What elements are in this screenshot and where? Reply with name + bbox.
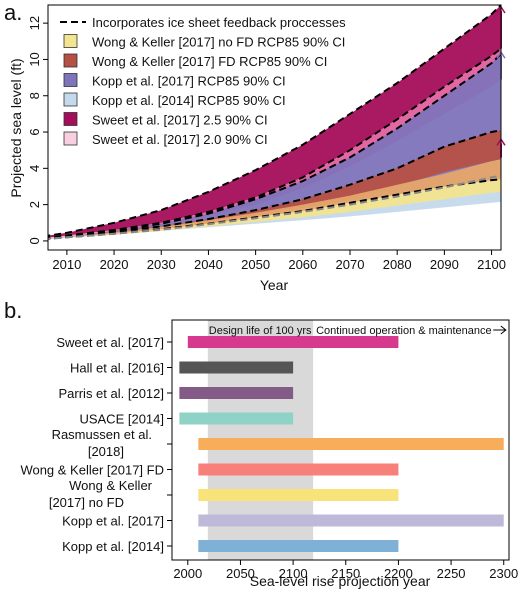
- x-tick-label-a-2: 2030: [147, 257, 176, 272]
- category-label-7: Kopp et al. [2017]: [62, 514, 164, 529]
- x-tick-label-b-4: 2200: [384, 566, 413, 581]
- panel-a-y-axis-label: Projected sea level (ft): [8, 58, 24, 197]
- panel-b-x-axis-label: Sea-level rise projection year: [250, 573, 431, 589]
- category-label-4-line1: Rasmussen et al.: [52, 427, 152, 442]
- y-tick-label-a-6: 12: [27, 16, 42, 30]
- category-label-0: Sweet et al. [2017]: [56, 335, 164, 350]
- legend-swatch-4: [63, 92, 78, 107]
- category-label-1: Hall et al. [2016]: [70, 361, 164, 376]
- panel-a-feedback-lines: [48, 5, 501, 240]
- feedback-line-2: [48, 53, 501, 240]
- x-tick-label-a-8: 2090: [430, 257, 459, 272]
- category-label-2: Parris et al. [2012]: [59, 386, 165, 401]
- legend-swatch-5: [63, 112, 78, 126]
- bar-1: [179, 361, 294, 374]
- bar-3: [179, 412, 294, 425]
- bar-2: [179, 387, 294, 399]
- y-tick-label-a-2: 4: [27, 165, 42, 172]
- x-tick-label-a-9: 2100: [477, 257, 506, 272]
- panel-a-x-ticks: 2010 2020 2030 2040 2050 2060 2070 2080 2090 2100: [52, 250, 506, 272]
- panel-a-legend: Incorporates ice sheet feedback proccess…: [60, 15, 346, 147]
- legend-swatch-2: [63, 53, 78, 68]
- x-tick-label-a-1: 2020: [100, 257, 129, 272]
- legend-label-4: Kopp et al. [2014] RCP85 90% CI: [92, 93, 286, 108]
- band-4: [48, 177, 501, 239]
- bar-0: [187, 336, 399, 348]
- category-label-6-line1: Wong & Keller: [69, 478, 153, 493]
- x-tick-label-a-5: 2060: [288, 257, 317, 272]
- panel-b-bars: [179, 336, 504, 552]
- panel-a-x-axis-label: Year: [260, 277, 289, 293]
- x-tick-label-b-3: 2150: [331, 566, 360, 581]
- panel-a-bands: [48, 5, 501, 239]
- x-tick-label-a-0: 2010: [52, 257, 81, 272]
- continued-arrow-head: [500, 325, 507, 335]
- panel-label-b: b.: [4, 298, 22, 323]
- panel-a-frame: [47, 4, 502, 251]
- bar-7: [198, 514, 504, 527]
- y-tick-label-a-5: 10: [27, 52, 42, 66]
- panel-a-y-ticks: 0 2 4 6 8 10 12: [27, 16, 48, 245]
- bar-4: [198, 438, 504, 450]
- x-tick-label-b-2: 2100: [279, 566, 308, 581]
- y-tick-label-a-1: 2: [27, 201, 42, 208]
- category-label-5: Wong & Keller [2017] FD: [20, 463, 164, 478]
- feedback-line-3: [48, 129, 501, 240]
- category-label-3: USACE [2014]: [79, 412, 164, 427]
- bar-6: [198, 489, 399, 501]
- category-label-4-line2: [2018]: [88, 444, 124, 459]
- legend-label-0: Incorporates ice sheet feedback proccess…: [92, 15, 346, 30]
- continued-operation-label: Continued operation & maintenance: [316, 325, 492, 337]
- legend-label-6: Sweet et al. [2017] 2.0 90% CI: [92, 132, 268, 147]
- panel-b-x-ticks: 2000 2050 2100 2150 2200 2250 2300: [173, 560, 518, 581]
- y-tick-label-a-4: 8: [27, 92, 42, 99]
- legend-label-3: Kopp et al. [2017] RCP85 90% CI: [92, 74, 286, 89]
- panel-label-a: a.: [4, 0, 22, 25]
- category-label-8: Kopp et al. [2014]: [62, 539, 164, 554]
- feedback-line-5: [48, 174, 501, 240]
- bar-5: [198, 463, 399, 476]
- x-tick-label-b-6: 2300: [489, 566, 518, 581]
- legend-swatch-6: [63, 131, 78, 146]
- y-tick-label-a-0: 0: [27, 237, 42, 244]
- panel-b-annotations: Design life of 100 yrs Continued operatio…: [209, 325, 507, 337]
- x-tick-label-a-7: 2080: [383, 257, 412, 272]
- legend-label-2: Wong & Keller [2017] FD RCP85 90% CI: [92, 54, 327, 69]
- x-tick-label-a-6: 2070: [336, 257, 365, 272]
- legend-swatch-1: [63, 34, 78, 48]
- design-life-label: Design life of 100 yrs: [209, 325, 312, 337]
- x-tick-label-b-0: 2000: [173, 566, 202, 581]
- y-tick-label-a-3: 6: [27, 128, 42, 135]
- legend-label-1: Wong & Keller [2017] no FD RCP85 90% CI: [92, 35, 345, 50]
- panel-b-y-ticks: Sweet et al. [2017] Hall et al. [2016] Par…: [20, 335, 172, 554]
- feedback-line-1: [48, 47, 501, 239]
- x-tick-label-a-3: 2040: [194, 257, 223, 272]
- panel-b-frame: [171, 319, 510, 561]
- legend-label-5: Sweet et al. [2017] 2.5 90% CI: [92, 113, 268, 128]
- bar-8: [198, 540, 399, 552]
- x-tick-label-a-4: 2050: [241, 257, 270, 272]
- legend-swatch-3: [63, 73, 78, 87]
- x-tick-label-b-1: 2050: [226, 566, 255, 581]
- category-label-6-line2: [2017] no FD: [49, 495, 124, 510]
- x-tick-label-b-5: 2250: [437, 566, 466, 581]
